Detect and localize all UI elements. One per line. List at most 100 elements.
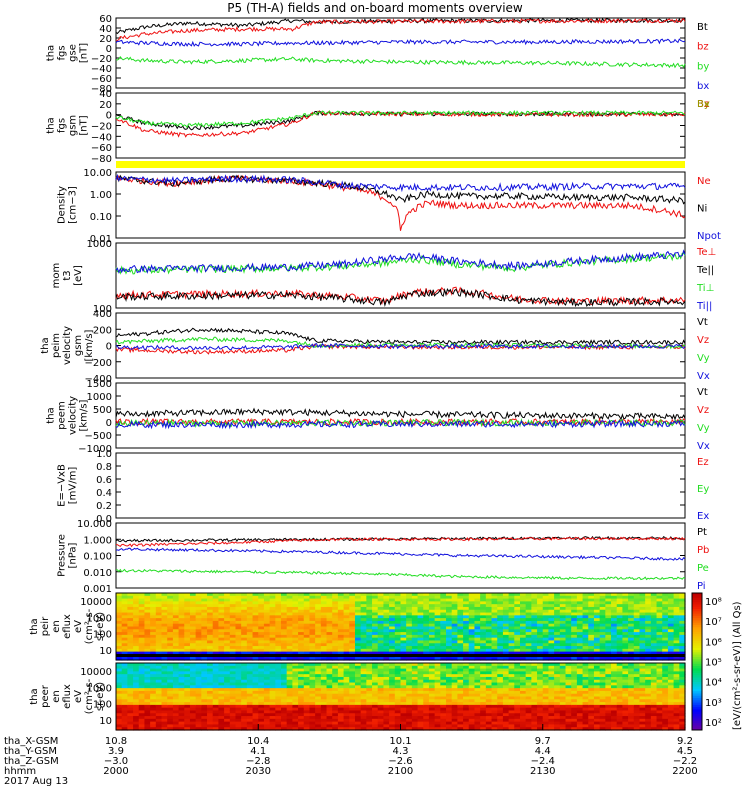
y-tick-label: 0.4 — [96, 488, 112, 499]
series-line-Vx — [115, 342, 686, 351]
y-axis-label-line: tha — [46, 407, 57, 423]
y-tick-label: 0.6 — [96, 475, 112, 486]
y-axis-label-line: tha — [29, 688, 40, 704]
y-axis-label-line: sr-eV) — [95, 612, 106, 641]
y-tick-label: 20 — [99, 100, 112, 111]
legend-label: Ez — [697, 457, 709, 468]
y-tick-label: 400 — [93, 309, 112, 320]
panel-frame-density — [115, 171, 686, 239]
y-tick-label: 0.100 — [83, 552, 112, 563]
x-tick-label: −2.2 — [673, 756, 697, 767]
legend-label: Vy — [697, 353, 710, 364]
legend-label: Ne — [697, 176, 711, 187]
y-axis-label-line: sr-eV) — [95, 682, 106, 711]
x-axis-row-label: tha_Y-GSM — [4, 746, 57, 757]
x-tick-label: 2000 — [103, 766, 128, 777]
y-axis-label-line: eflux — [62, 684, 73, 709]
panel-frame-mom-t3 — [115, 242, 686, 309]
legend-label: Te⊥ — [696, 247, 716, 258]
y-tick-label: 0 — [106, 111, 112, 122]
x-tick-label: 4.4 — [535, 746, 551, 757]
x-tick-label: 4.3 — [393, 746, 409, 757]
y-tick-label: 60 — [99, 14, 112, 25]
y-axis-label-line: [km/s] — [84, 329, 95, 361]
y-tick-label: 0.001 — [83, 584, 112, 595]
legend-label: Vx — [697, 371, 710, 382]
y-axis-label-line: mom — [51, 263, 62, 289]
quality-bar — [116, 161, 685, 168]
y-tick-label: 1.0 — [96, 449, 112, 460]
y-axis-label-line: E=−VxB — [57, 464, 68, 507]
colorbar-title: [eV/(cm²-s-sr-eV)] (All Qs) — [732, 601, 743, 730]
legend-label: by — [697, 61, 709, 72]
y-tick-label: 0.01 — [90, 234, 112, 245]
y-tick-label: 0 — [106, 418, 112, 429]
x-axis-row-label: hhmm — [4, 766, 36, 777]
series-line-Vz — [115, 343, 686, 355]
y-axis-label-line: eV — [73, 620, 84, 633]
y-tick-label: 0.10 — [90, 212, 112, 223]
y-tick-label: 1.000 — [83, 535, 112, 546]
series-line-Vt — [115, 407, 686, 421]
x-tick-label: 3.9 — [108, 746, 124, 757]
colorbar-tick-label: 10⁵ — [705, 658, 722, 669]
x-tick-label: 10.4 — [247, 736, 269, 747]
legend-label: Vz — [697, 405, 709, 416]
series-line-Te|| — [115, 287, 686, 308]
colorbar-tick-label: 10² — [705, 718, 722, 729]
y-axis-label-line: [nT] — [79, 43, 90, 63]
legend-label: Ti|| — [696, 301, 712, 312]
y-axis-label-line: Density — [57, 186, 68, 224]
y-tick-label: −40 — [91, 132, 112, 143]
y-tick-label: −400 — [85, 374, 112, 385]
y-tick-label: −20 — [91, 122, 112, 133]
y-tick-label: 1000 — [87, 392, 112, 403]
y-axis-label-line: peim — [51, 333, 62, 358]
y-axis-label-line: t3 — [62, 270, 73, 280]
y-axis-label-line: peem — [57, 401, 68, 429]
y-tick-label: 0 — [106, 342, 112, 353]
series-line-by — [115, 55, 686, 69]
y-axis-label-line: [km/s] — [79, 399, 90, 431]
y-axis-label-line: velocity — [62, 326, 73, 365]
y-tick-label: 500 — [93, 405, 112, 416]
series-line-Bx — [115, 110, 686, 131]
y-axis-label-line: en — [51, 620, 62, 633]
legend-label: Pe — [697, 563, 709, 574]
y-axis-label-line: tha — [40, 337, 51, 353]
x-tick-label: 4.5 — [677, 746, 693, 757]
colorbar-tick-label: 10⁷ — [705, 617, 722, 628]
y-tick-label: 10 — [99, 646, 112, 657]
colorbar-tick-label: 10⁸ — [705, 597, 722, 608]
y-axis-label-line: gsm — [68, 115, 79, 136]
page-title: P5 (TH-A) fields and on-board moments ov… — [227, 1, 523, 15]
y-tick-label: −80 — [91, 154, 112, 165]
y-axis-label-line: tha — [46, 117, 57, 133]
x-tick-label: 10.8 — [105, 736, 127, 747]
y-tick-label: 20 — [99, 34, 112, 45]
x-axis-row-label: tha_Z-GSM — [4, 756, 59, 767]
legend-label: Bx — [697, 99, 710, 110]
legend-label: Bt — [697, 22, 708, 33]
y-tick-label: 0.0 — [96, 514, 112, 525]
series-line-Npot — [115, 173, 686, 193]
colorbar — [691, 592, 703, 731]
series-line-bx — [115, 38, 686, 48]
legend-label: Te|| — [696, 265, 714, 276]
x-tick-label: −3.0 — [104, 756, 128, 767]
y-tick-label: 0.8 — [96, 462, 112, 473]
y-axis-label-line: (cm²-s- — [84, 608, 95, 644]
series-line-By — [115, 109, 686, 129]
y-tick-label: −1000 — [78, 444, 112, 455]
x-tick-label: 10.1 — [389, 736, 411, 747]
panel-frame-pressure — [115, 522, 686, 589]
legend-label: Vt — [697, 387, 708, 398]
x-tick-label: 2030 — [246, 766, 271, 777]
legend-label: Pt — [697, 527, 707, 538]
y-axis-label-line: [cm−3] — [68, 186, 79, 224]
y-axis-label-line: eflux — [62, 614, 73, 639]
y-axis-label-line: tha — [46, 45, 57, 61]
series-line-Pt — [115, 535, 686, 543]
legend-label: bx — [697, 81, 709, 92]
